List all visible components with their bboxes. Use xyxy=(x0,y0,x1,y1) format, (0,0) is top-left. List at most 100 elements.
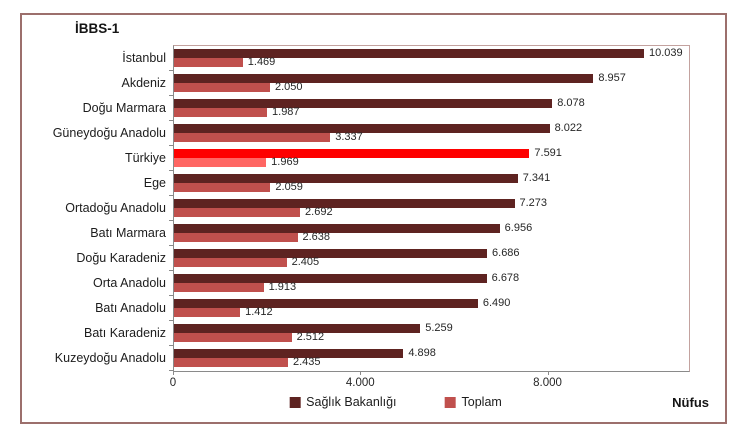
value-label: 1.987 xyxy=(272,106,300,118)
bar-row-kuzeydogu-anadolu: 4.898 2.435 xyxy=(169,346,689,371)
bar-row-ortadogu-anadolu: 7.273 2.692 xyxy=(169,196,689,221)
barline-saglik-bakanligi: 6.678 xyxy=(174,272,689,284)
category-label-guneydogu-anadolu: Güneydoğu Anadolu xyxy=(52,125,166,140)
value-label: 6.686 xyxy=(492,247,520,259)
barline-toplam: 1.469 xyxy=(174,57,689,68)
plot-area: 10.039 1.469 8.957 2.050 8.078 1.987 8.022 3.33… xyxy=(169,45,690,372)
value-label: 10.039 xyxy=(649,47,683,59)
bar-saglik-bakanligi-ege xyxy=(174,174,518,183)
bar-saglik-bakanligi-guneydogu-anadolu xyxy=(174,124,550,133)
category-label-dogu-marmara: Doğu Marmara xyxy=(82,100,166,115)
barline-toplam: 1.969 xyxy=(174,156,689,168)
legend-item-saglik-bakanligi: Sağlık Bakanlığı xyxy=(289,395,397,409)
bar-saglik-bakanligi-dogu-marmara xyxy=(174,99,553,108)
value-label: 7.273 xyxy=(519,197,548,209)
chart-title: İBBS-1 xyxy=(75,21,120,36)
value-label: 2.638 xyxy=(302,231,331,243)
bar-toplam-bati-marmara xyxy=(174,233,298,242)
value-label: 6.956 xyxy=(504,222,533,234)
category-label-orta-anadolu: Orta Anadolu xyxy=(93,275,166,290)
value-label: 8.957 xyxy=(598,72,626,84)
bar-toplam-iistanbul xyxy=(174,58,243,67)
bar-saglik-bakanligi-ortadogu-anadolu xyxy=(174,199,515,208)
x-axis-tickmark xyxy=(360,371,362,375)
barline-toplam: 1.412 xyxy=(174,306,689,318)
barline-saglik-bakanligi: 7.341 xyxy=(174,172,689,184)
x-axis-tickmark xyxy=(547,371,549,375)
barline-toplam: 2.692 xyxy=(174,207,689,218)
x-axis-tick-label: 8.000 xyxy=(533,377,562,389)
value-label: 4.898 xyxy=(408,347,436,359)
value-label: 3.337 xyxy=(335,131,363,143)
bar-row-bati-marmara: 6.956 2.638 xyxy=(169,221,689,246)
category-label-akdeniz: Akdeniz xyxy=(121,75,166,90)
value-label: 2.405 xyxy=(291,256,320,268)
x-axis-title: Nüfus xyxy=(672,395,709,410)
bar-toplam-dogu-marmara xyxy=(174,108,268,117)
bar-row-dogu-karadeniz: 6.686 2.405 xyxy=(169,246,689,271)
bar-saglik-bakanligi-turkiye xyxy=(174,149,530,158)
bar-row-bati-karadeniz: 5.259 2.512 xyxy=(169,321,689,346)
bar-toplam-akdeniz xyxy=(174,83,270,92)
barline-saglik-bakanligi: 10.039 xyxy=(174,47,689,59)
value-label: 7.591 xyxy=(534,147,562,159)
bar-saglik-bakanligi-bati-karadeniz xyxy=(174,324,421,333)
bar-row-dogu-marmara: 8.078 1.987 xyxy=(169,96,689,121)
value-label: 2.512 xyxy=(296,331,325,343)
barline-toplam: 2.512 xyxy=(174,331,689,343)
chart-frame: İBBS-1 İstanbul Akdeniz Doğu Marmara Güneyd… xyxy=(20,13,727,424)
value-label: 5.259 xyxy=(425,322,453,334)
barline-toplam: 2.405 xyxy=(174,256,689,268)
bar-row-guneydogu-anadolu: 8.022 3.337 xyxy=(169,121,689,146)
value-label: 7.341 xyxy=(522,172,551,184)
value-label: 8.078 xyxy=(557,97,585,109)
barline-saglik-bakanligi: 8.957 xyxy=(174,72,689,84)
bar-row-iistanbul: 10.039 1.469 xyxy=(169,46,689,71)
value-label: 1.412 xyxy=(245,306,273,318)
category-label-bati-karadeniz: Batı Karadeniz xyxy=(84,325,166,340)
bar-saglik-bakanligi-akdeniz xyxy=(174,74,594,83)
barline-saglik-bakanligi: 7.591 xyxy=(174,147,689,159)
value-label: 1.969 xyxy=(271,156,299,168)
bar-row-bati-anadolu: 6.490 1.412 xyxy=(169,296,689,321)
bar-toplam-bati-anadolu xyxy=(174,308,241,317)
value-label: 2.050 xyxy=(274,81,303,93)
category-label-kuzeydogu-anadolu: Kuzeydoğu Anadolu xyxy=(54,350,166,365)
barline-toplam: 2.059 xyxy=(174,182,689,193)
bar-saglik-bakanligi-bati-marmara xyxy=(174,224,500,233)
bar-toplam-bati-karadeniz xyxy=(174,333,292,342)
barline-toplam: 1.987 xyxy=(174,106,689,118)
bar-row-turkiye: 7.591 1.969 xyxy=(169,146,689,171)
barline-toplam: 3.337 xyxy=(174,131,689,143)
x-axis-tick-label: 4.000 xyxy=(345,377,375,389)
bar-toplam-kuzeydogu-anadolu xyxy=(174,358,288,367)
x-axis-tickmark xyxy=(173,371,174,375)
bar-saglik-bakanligi-kuzeydogu-anadolu xyxy=(174,349,404,358)
bar-row-ege: 7.341 2.059 xyxy=(169,171,689,196)
category-label-ege: Ege xyxy=(143,175,166,190)
barline-saglik-bakanligi: 6.956 xyxy=(174,222,689,234)
category-label-iistanbul: İstanbul xyxy=(122,50,166,65)
barline-saglik-bakanligi: 4.898 xyxy=(174,347,689,359)
value-label: 6.490 xyxy=(482,297,511,309)
bar-toplam-dogu-karadeniz xyxy=(174,258,287,267)
barline-toplam: 2.050 xyxy=(174,81,689,93)
bar-toplam-ortadogu-anadolu xyxy=(174,208,301,217)
barline-saglik-bakanligi: 8.022 xyxy=(174,123,689,134)
category-label-bati-anadolu: Batı Anadolu xyxy=(95,300,166,315)
bar-row-akdeniz: 8.957 2.050 xyxy=(169,71,689,96)
legend-label-saglik-bakanligi: Sağlık Bakanlığı xyxy=(306,395,397,409)
value-label: 6.678 xyxy=(491,272,520,284)
barline-saglik-bakanligi: 6.490 xyxy=(174,297,689,309)
legend-label-toplam: Toplam xyxy=(461,395,502,409)
x-axis: 0 4.000 8.000 xyxy=(170,371,688,393)
legend-item-toplam: Toplam xyxy=(444,395,502,409)
bar-saglik-bakanligi-orta-anadolu xyxy=(174,274,487,283)
legend-swatch-saglik-bakanligi xyxy=(289,396,301,408)
bar-saglik-bakanligi-dogu-karadeniz xyxy=(174,249,488,258)
bar-row-orta-anadolu: 6.678 1.913 xyxy=(169,271,689,296)
category-axis: İstanbul Akdeniz Doğu Marmara Güneydoğu Ana… xyxy=(22,45,166,370)
category-label-turkiye: Türkiye xyxy=(125,150,166,165)
barline-saglik-bakanligi: 5.259 xyxy=(174,322,689,334)
bar-saglik-bakanligi-iistanbul xyxy=(174,49,644,58)
